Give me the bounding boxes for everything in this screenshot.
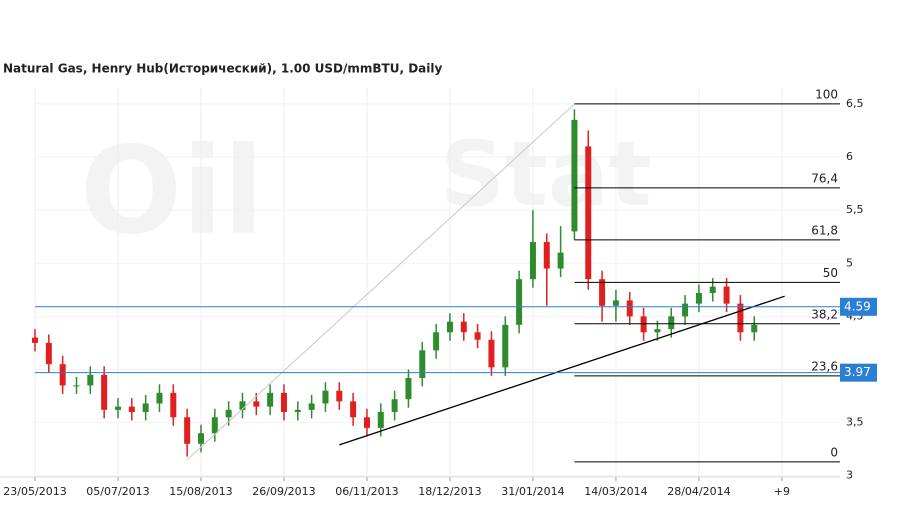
candle-body [45,342,52,365]
candle-body [654,329,661,333]
x-tick-label: 26/09/2013 [252,485,315,498]
chart-title: Natural Gas, Henry Hub(Исторический), 1.… [3,62,443,76]
candle-body [668,316,675,330]
price-box-label: 4.59 [844,299,871,313]
watermark: Oil [80,123,264,262]
candle-body [488,339,495,368]
candle-body [709,286,716,293]
candle-body [585,146,592,280]
candle-body [294,409,301,412]
price-box [840,363,877,382]
candle-body [682,303,689,317]
candle-body [128,406,135,412]
y-tick-label: 6 [846,150,853,163]
candle-body [350,401,357,418]
x-tick-label: 05/07/2013 [86,485,149,498]
candle-body [170,392,177,418]
candle-body [557,252,564,269]
fib-label: 23,6 [811,359,838,373]
price-box-label: 3.97 [844,365,871,379]
candle-body [405,377,412,400]
candle-body [695,292,702,304]
fib-label: 100 [815,87,838,101]
y-tick-label: 5,5 [846,203,864,216]
candle-body [626,300,633,317]
fib-label: 50 [823,266,838,280]
candle-body [336,390,343,402]
candle-body [516,279,523,325]
watermark: Stat [440,122,652,227]
x-tick-label: 15/08/2013 [169,485,232,498]
candle-body [239,401,246,410]
x-tick-label: 14/03/2014 [584,485,647,498]
fib-label: 38,2 [811,307,838,321]
candle-body [197,433,204,444]
y-tick-label: 3,5 [846,416,864,429]
x-tick-label: 18/12/2013 [418,485,481,498]
candle-body [612,300,619,306]
candle-body [280,392,287,412]
candle-body [419,350,426,378]
candle-body [267,392,274,407]
candle-body [391,399,398,412]
y-tick-label: 5 [846,256,853,269]
candle-body [474,332,481,340]
candle-body [460,321,467,333]
candle-body [225,409,232,418]
fib-label: 61,8 [811,223,838,237]
candle-body [73,385,80,387]
candle-body [446,321,453,333]
candle-body [377,411,384,428]
fib-label: 76,4 [811,171,838,185]
candle-body [543,242,550,269]
candle-body [433,332,440,351]
x-tick-label: +9 [774,485,790,498]
fib-label: 0 [830,445,838,459]
candle-body [114,406,121,410]
trend-line [186,103,575,461]
candle-body [737,303,744,333]
candle-body [59,364,66,386]
candle-body [32,337,38,343]
trend-line [339,295,785,446]
candle-body [211,417,218,434]
candle-body [751,324,758,333]
candle-body [101,374,108,410]
x-tick-label: 23/05/2013 [3,485,66,498]
candle-body [184,417,191,444]
x-tick-label: 06/11/2013 [335,485,398,498]
x-tick-label: 31/01/2014 [501,485,564,498]
candle-body [502,324,509,368]
candle-body [599,279,606,306]
candle-body [723,286,730,304]
candle-body [308,403,315,410]
candle-body [640,316,647,333]
candle-body [142,403,149,412]
price-box [840,297,877,316]
candle-body [529,242,536,280]
candle-body [363,417,370,428]
candle-body [156,392,163,404]
x-tick-label: 28/04/2014 [667,485,730,498]
candle-body [571,119,578,232]
y-tick-label: 6,5 [846,97,864,110]
candle-body [87,374,94,386]
y-tick-label: 3 [846,469,853,482]
candle-body [253,401,260,407]
candle-body [322,390,329,404]
